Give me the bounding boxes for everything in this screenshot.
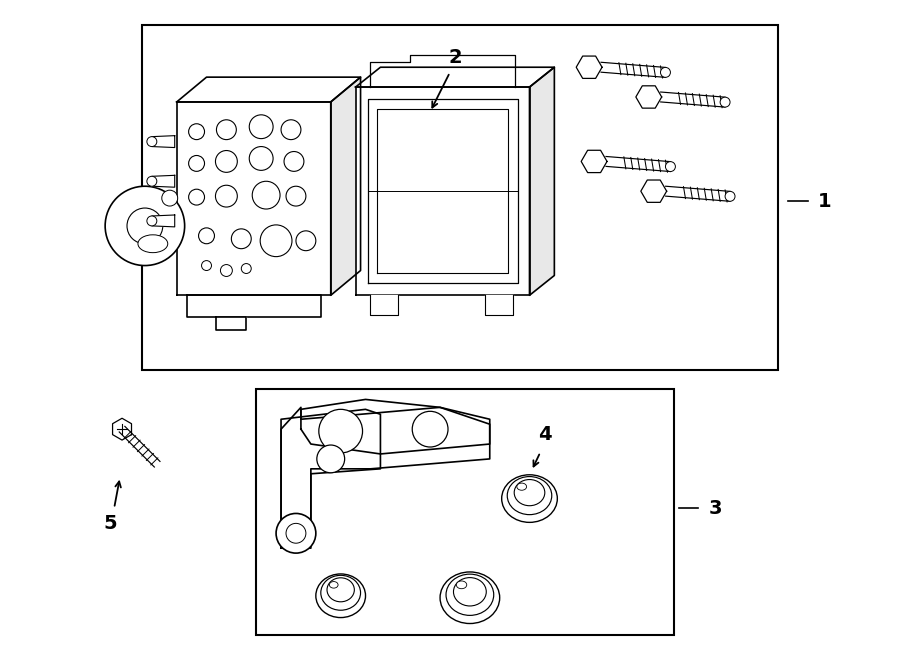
Circle shape (202, 260, 211, 270)
Circle shape (147, 176, 157, 186)
Ellipse shape (316, 574, 365, 617)
Circle shape (296, 231, 316, 251)
Ellipse shape (501, 475, 557, 522)
Circle shape (725, 192, 735, 202)
Polygon shape (356, 67, 554, 87)
Text: 3: 3 (708, 499, 722, 518)
Polygon shape (581, 150, 607, 173)
Polygon shape (641, 180, 667, 202)
Ellipse shape (440, 572, 500, 623)
Circle shape (284, 151, 304, 171)
Circle shape (231, 229, 251, 249)
Bar (256, 389, 673, 635)
Circle shape (249, 147, 273, 171)
Circle shape (249, 115, 273, 139)
Circle shape (276, 514, 316, 553)
Polygon shape (217, 317, 247, 330)
Polygon shape (635, 86, 662, 108)
Circle shape (162, 190, 177, 206)
Circle shape (127, 208, 163, 244)
Circle shape (720, 97, 730, 107)
Circle shape (215, 151, 238, 173)
Polygon shape (152, 136, 175, 147)
Text: 2: 2 (448, 48, 462, 67)
Circle shape (147, 216, 157, 226)
Ellipse shape (327, 578, 355, 602)
Ellipse shape (454, 578, 486, 606)
Bar (142, 24, 778, 369)
Circle shape (199, 228, 214, 244)
Polygon shape (152, 215, 175, 227)
Circle shape (147, 137, 157, 147)
Circle shape (105, 186, 184, 266)
Ellipse shape (138, 235, 167, 253)
Circle shape (260, 225, 292, 256)
Ellipse shape (508, 477, 552, 515)
Circle shape (220, 264, 232, 276)
Ellipse shape (517, 483, 526, 490)
Circle shape (286, 186, 306, 206)
Polygon shape (112, 418, 131, 440)
Polygon shape (576, 56, 602, 79)
Circle shape (217, 120, 237, 139)
Polygon shape (371, 295, 399, 315)
Ellipse shape (456, 581, 467, 589)
Polygon shape (152, 175, 175, 187)
Polygon shape (330, 77, 361, 295)
Circle shape (215, 185, 238, 207)
Ellipse shape (514, 479, 544, 506)
Polygon shape (281, 409, 381, 548)
Circle shape (319, 409, 363, 453)
Polygon shape (186, 295, 320, 317)
Circle shape (281, 120, 301, 139)
Circle shape (241, 264, 251, 274)
Polygon shape (281, 407, 490, 538)
Ellipse shape (329, 582, 338, 588)
Ellipse shape (320, 575, 361, 610)
Polygon shape (529, 67, 554, 295)
Polygon shape (176, 102, 330, 295)
Text: 5: 5 (104, 514, 117, 533)
Circle shape (286, 524, 306, 543)
Circle shape (189, 124, 204, 139)
Ellipse shape (446, 574, 494, 615)
Text: 1: 1 (818, 192, 832, 211)
Circle shape (189, 155, 204, 171)
Circle shape (661, 67, 670, 77)
Circle shape (412, 411, 448, 447)
Text: 4: 4 (537, 424, 551, 444)
Circle shape (665, 162, 675, 172)
Polygon shape (356, 87, 529, 295)
Circle shape (252, 181, 280, 209)
Polygon shape (485, 295, 513, 315)
Circle shape (189, 189, 204, 205)
Circle shape (317, 445, 345, 473)
Polygon shape (176, 77, 361, 102)
Polygon shape (301, 399, 490, 454)
